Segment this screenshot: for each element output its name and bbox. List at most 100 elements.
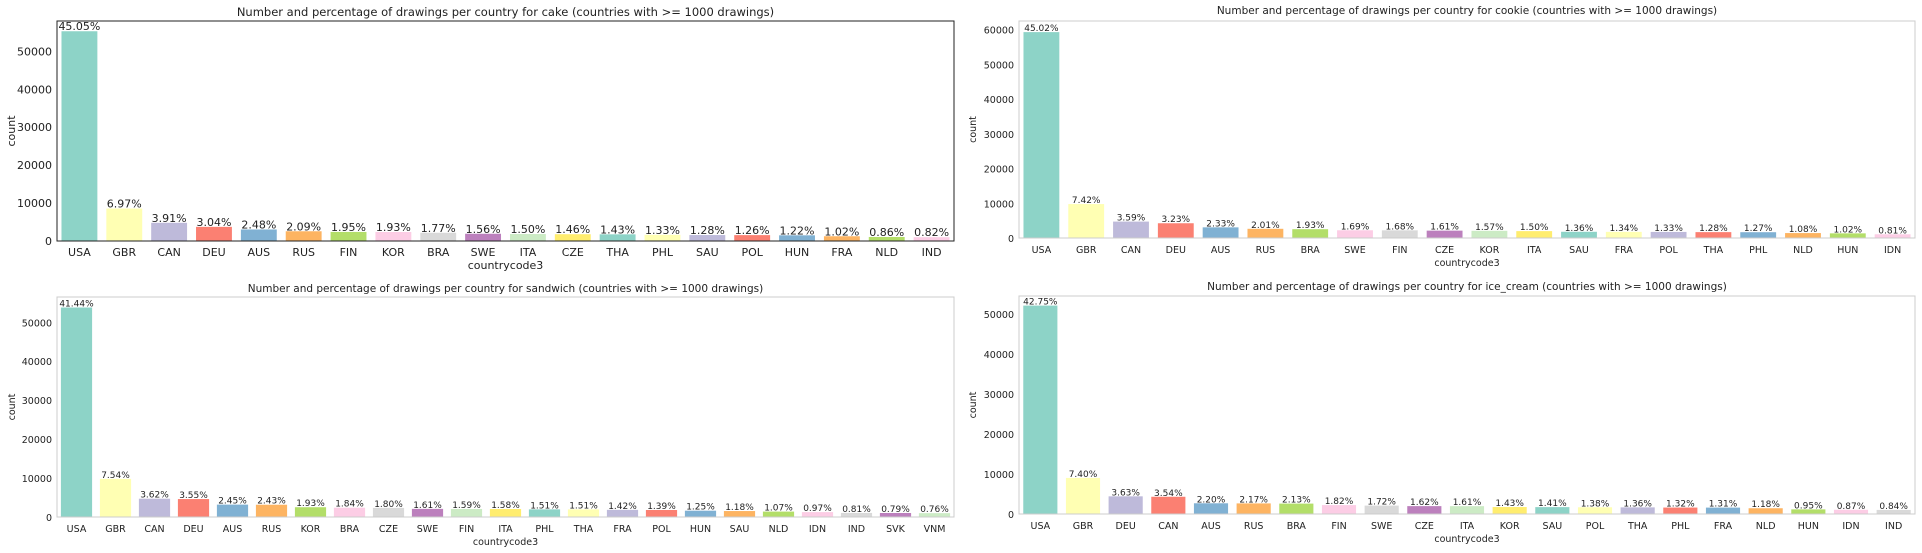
y-tick-label-cookie-40000: 40000: [984, 95, 1014, 106]
bar-cake-FIN: [330, 231, 367, 241]
percent-label-cake-CAN: 3.91%: [152, 212, 187, 225]
y-tick-label-ice-cream-10000: 10000: [984, 470, 1014, 481]
chart-svg-sandwich: Number and percentage of drawings per co…: [7, 283, 955, 548]
x-tick-label-cake-FIN: FIN: [340, 246, 358, 259]
y-axis-label-cake: count: [5, 115, 18, 147]
percent-label-ice-cream-CZE: 1.62%: [1410, 498, 1439, 508]
bar-ice-cream-ITA: [1449, 506, 1485, 514]
x-tick-label-sandwich-IDN: IDN: [809, 524, 826, 535]
bar-ice-cream-HUN: [1791, 509, 1826, 514]
bar-sandwich-POL: [645, 509, 678, 517]
x-tick-label-sandwich-KOR: KOR: [301, 524, 321, 535]
percent-label-cake-FIN: 1.95%: [331, 221, 366, 234]
percent-label-ice-cream-USA: 42.75%: [1023, 298, 1058, 308]
x-tick-label-sandwich-VNM: VNM: [924, 524, 946, 535]
percent-label-cake-CZE: 1.46%: [555, 223, 590, 236]
percent-label-cake-FRA: 1.02%: [824, 225, 859, 238]
y-axis-label-ice-cream: count: [968, 391, 979, 418]
x-tick-label-sandwich-FRA: FRA: [613, 524, 632, 535]
percent-label-cookie-USA: 45.02%: [1024, 24, 1059, 34]
x-tick-label-ice-cream-CAN: CAN: [1158, 521, 1178, 532]
plot-frame-cake: [56, 20, 955, 242]
bar-cookie-CAN: [1113, 221, 1149, 238]
percent-label-sandwich-PHL: 1.51%: [530, 501, 559, 511]
percent-label-sandwich-CZE: 1.80%: [374, 500, 403, 510]
percent-label-cake-THA: 1.43%: [600, 223, 635, 236]
percent-label-cookie-PHL: 1.27%: [1744, 224, 1773, 234]
x-tick-label-ice-cream-RUS: RUS: [1244, 521, 1264, 532]
bar-cake-THA: [599, 234, 636, 241]
chart-panel-cake: Number and percentage of drawings per co…: [0, 0, 961, 276]
percent-label-sandwich-SWE: 1.61%: [413, 501, 442, 511]
bar-sandwich-SAU: [723, 511, 756, 517]
bar-cookie-CZE: [1426, 230, 1463, 238]
percent-label-ice-cream-AUS: 2.20%: [1197, 495, 1226, 505]
bar-sandwich-ITA: [489, 509, 522, 517]
chart-svg-ice-cream: Number and percentage of drawings per co…: [968, 281, 1916, 545]
percent-label-sandwich-CAN: 3.62%: [140, 491, 169, 501]
x-tick-label-cookie-CZE: CZE: [1435, 245, 1454, 256]
bar-ice-cream-USA: [1023, 305, 1058, 514]
bar-sandwich-THA: [567, 509, 600, 517]
y-tick-label-cookie-0: 0: [1008, 234, 1014, 245]
percent-label-cookie-POL: 1.33%: [1654, 224, 1683, 234]
bar-sandwich-IDN: [801, 512, 834, 517]
percent-label-cookie-FRA: 1.34%: [1610, 224, 1639, 234]
x-tick-label-cookie-FRA: FRA: [1615, 245, 1634, 256]
bar-cake-DEU: [196, 226, 232, 241]
bar-cookie-ITA: [1516, 231, 1553, 238]
bar-cake-GBR: [106, 208, 143, 241]
percent-label-sandwich-FIN: 1.59%: [452, 501, 481, 511]
percent-label-sandwich-IND: 0.81%: [842, 505, 871, 515]
y-tick-label-sandwich-50000: 50000: [22, 318, 52, 329]
chart-panel-ice-cream: Number and percentage of drawings per co…: [961, 276, 1922, 553]
percent-label-cookie-CAN: 3.59%: [1117, 214, 1146, 224]
bar-cake-SAU: [689, 235, 726, 241]
bar-sandwich-FRA: [606, 509, 639, 517]
bar-cookie-FIN: [1381, 230, 1418, 238]
percent-label-sandwich-DEU: 3.55%: [179, 491, 208, 501]
bar-cake-HUN: [779, 235, 815, 241]
x-tick-label-cookie-KOR: KOR: [1480, 245, 1500, 256]
percent-label-cake-HUN: 1.22%: [780, 224, 815, 237]
percent-label-sandwich-THA: 1.51%: [569, 501, 598, 511]
y-tick-label-ice-cream-40000: 40000: [984, 350, 1014, 361]
percent-label-cake-SWE: 1.56%: [466, 223, 501, 236]
x-tick-label-cookie-RUS: RUS: [1256, 245, 1276, 256]
x-tick-label-sandwich-THA: THA: [573, 524, 594, 535]
percent-label-sandwich-USA: 41.44%: [59, 300, 94, 310]
x-tick-label-cake-NLD: NLD: [875, 246, 898, 259]
chart-title-cake: Number and percentage of drawings per co…: [237, 5, 774, 19]
bar-cookie-POL: [1650, 231, 1687, 238]
x-tick-label-cookie-PHL: PHL: [1749, 245, 1768, 256]
bar-sandwich-FIN: [450, 508, 483, 517]
y-tick-label-cake-10000: 10000: [17, 197, 52, 210]
bar-sandwich-SWE: [411, 508, 444, 517]
bar-ice-cream-PHL: [1663, 507, 1698, 514]
x-tick-label-cake-GBR: GBR: [112, 246, 136, 259]
percent-label-sandwich-SVK: 0.79%: [881, 505, 910, 515]
x-tick-label-cookie-IDN: IDN: [1884, 245, 1901, 256]
x-tick-label-cake-RUS: RUS: [292, 246, 315, 259]
x-tick-label-sandwich-CZE: CZE: [379, 524, 398, 535]
bar-cookie-SWE: [1337, 230, 1373, 238]
percent-label-cookie-FIN: 1.68%: [1386, 222, 1415, 232]
y-tick-label-sandwich-10000: 10000: [22, 474, 52, 485]
x-tick-label-cake-IND: IND: [922, 246, 942, 259]
bar-cake-AUS: [240, 229, 277, 241]
percent-label-sandwich-VNM: 0.76%: [920, 505, 949, 515]
bar-sandwich-AUS: [216, 504, 249, 517]
bar-sandwich-PHL: [528, 509, 561, 517]
percent-label-sandwich-SAU: 1.18%: [725, 503, 754, 513]
x-tick-label-cookie-NLD: NLD: [1793, 245, 1813, 256]
y-tick-label-cookie-30000: 30000: [984, 130, 1014, 141]
x-tick-label-sandwich-CAN: CAN: [144, 524, 164, 535]
percent-label-sandwich-FRA: 1.42%: [608, 502, 637, 512]
bar-cookie-HUN: [1829, 233, 1866, 238]
bar-sandwich-SVK: [879, 512, 912, 517]
x-tick-label-sandwich-BRA: BRA: [340, 524, 360, 535]
bar-cake-BRA: [420, 232, 457, 241]
x-tick-label-ice-cream-AUS: AUS: [1201, 521, 1220, 532]
x-tick-label-sandwich-SAU: SAU: [730, 524, 750, 535]
x-tick-label-ice-cream-FRA: FRA: [1714, 521, 1733, 532]
